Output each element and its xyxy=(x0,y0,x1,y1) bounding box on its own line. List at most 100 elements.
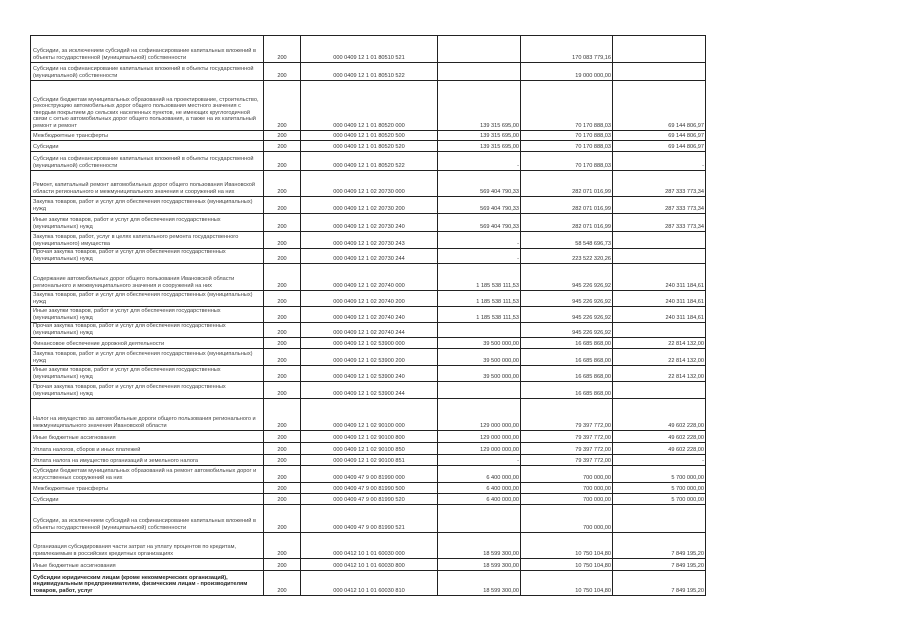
table-row: Иные закупки товаров, работ и услуг для … xyxy=(30,213,706,232)
row-budget-classification-code: 000 0409 12 1 02 20730 200 xyxy=(300,196,438,214)
row-description: Финансовое обеспечение дорожной деятельн… xyxy=(30,337,264,349)
table-row: Субсидии юридическим лицам (кроме некомм… xyxy=(30,570,706,596)
row-budget-classification-code: 000 0409 47 9 00 81990 500 xyxy=(300,482,438,494)
row-executed-amount: 223 522 320,26 xyxy=(520,248,613,264)
row-description: Закупка товаров, работ и услуг для обесп… xyxy=(30,348,264,366)
row-executed-amount: 79 397 772,00 xyxy=(520,398,613,431)
row-description: Прочая закупка товаров, работ и услуг дл… xyxy=(30,381,264,399)
row-approved-amount xyxy=(437,62,521,81)
row-executed-amount: 170 083 779,16 xyxy=(520,35,613,63)
row-unexecuted-amount: 69 144 806,97 xyxy=(612,80,706,131)
row-unexecuted-amount: 69 144 806,97 xyxy=(612,130,706,141)
table-row: Субсидии, за исключением субсидий на соф… xyxy=(30,504,706,533)
row-approved-amount: 18 599 300,00 xyxy=(437,532,521,559)
row-approved-amount: - xyxy=(437,248,521,264)
row-approved-amount: 39 500 000,00 xyxy=(437,337,521,349)
row-executed-amount: 58 548 696,73 xyxy=(520,231,613,249)
row-unexecuted-amount: 49 602 228,00 xyxy=(612,442,706,455)
table-body: Субсидии, за исключением субсидий на соф… xyxy=(30,35,706,596)
row-unexecuted-amount: 240 311 184,61 xyxy=(612,306,706,323)
row-unexecuted-amount: 7 849 195,20 xyxy=(612,558,706,571)
row-executed-amount: 16 685 868,00 xyxy=(520,348,613,366)
table-row: Иные закупки товаров, работ и услуг для … xyxy=(30,365,706,382)
row-description: Налог на имущество за автомобильные доро… xyxy=(30,398,264,431)
row-approved-amount: 129 000 000,00 xyxy=(437,430,521,443)
row-unexecuted-amount: 5 700 000,00 xyxy=(612,465,706,483)
row-executed-amount: 10 750 104,80 xyxy=(520,558,613,571)
row-unexecuted-amount xyxy=(612,231,706,249)
row-approved-amount: 18 599 300,00 xyxy=(437,570,521,596)
row-budget-classification-code: 000 0409 47 9 00 81990 520 xyxy=(300,493,438,505)
table-row: Межбюджетные трансферты 200 000 0409 12 1 … xyxy=(30,130,706,141)
row-approved-amount: 1 185 538 111,53 xyxy=(437,306,521,323)
row-budget-classification-code: 000 0409 12 1 02 90100 800 xyxy=(300,430,438,443)
table-row: Налог на имущество за автомобильные доро… xyxy=(30,398,706,431)
row-unexecuted-amount xyxy=(612,35,706,63)
row-code: 200 xyxy=(263,442,301,455)
table-row: Субсидии бюджетам муниципальных образова… xyxy=(30,465,706,483)
row-description: Закупка товаров, работ, услуг в целях ка… xyxy=(30,231,264,249)
row-approved-amount: 39 500 000,00 xyxy=(437,348,521,366)
row-budget-classification-code: 000 0412 10 1 01 60030 810 xyxy=(300,570,438,596)
row-executed-amount: 16 685 868,00 xyxy=(520,365,613,382)
table-row: Закупка товаров, работ и услуг для обесп… xyxy=(30,290,706,307)
row-code: 200 xyxy=(263,322,301,338)
row-approved-amount: 569 404 790,33 xyxy=(437,196,521,214)
row-description: Иные закупки товаров, работ и услуг для … xyxy=(30,306,264,323)
row-description: Прочая закупка товаров, работ и услуг дл… xyxy=(30,322,264,338)
row-approved-amount: - xyxy=(437,454,521,466)
row-unexecuted-amount xyxy=(612,504,706,533)
row-unexecuted-amount xyxy=(612,322,706,338)
row-executed-amount: 282 071 016,99 xyxy=(520,170,613,197)
table-row: Прочая закупка товаров, работ и услуг дл… xyxy=(30,248,706,264)
row-executed-amount: 945 226 926,92 xyxy=(520,263,613,291)
row-budget-classification-code: 000 0409 12 1 01 80510 521 xyxy=(300,35,438,63)
table-row: Уплата налогов, сборов и иных платежей 20… xyxy=(30,442,706,455)
row-executed-amount: 70 170 888,03 xyxy=(520,140,613,152)
row-unexecuted-amount: 287 333 773,34 xyxy=(612,213,706,232)
row-budget-classification-code: 000 0409 12 1 02 20740 200 xyxy=(300,290,438,307)
row-description: Субсидии на софинансирование капитальных… xyxy=(30,151,264,171)
row-code: 200 xyxy=(263,263,301,291)
row-budget-classification-code: 000 0409 12 1 02 20730 000 xyxy=(300,170,438,197)
row-approved-amount: 569 404 790,33 xyxy=(437,170,521,197)
row-executed-amount: 282 071 016,99 xyxy=(520,213,613,232)
row-code: 200 xyxy=(263,398,301,431)
row-approved-amount: 1 185 538 111,53 xyxy=(437,263,521,291)
table-row: Закупка товаров, работ, услуг в целях ка… xyxy=(30,231,706,249)
row-unexecuted-amount: 49 602 228,00 xyxy=(612,430,706,443)
table-row: Иные бюджетные ассигнования 200 000 0412 1… xyxy=(30,558,706,571)
row-description: Субсидии на софинансирование капитальных… xyxy=(30,62,264,81)
row-approved-amount: 6 400 000,00 xyxy=(437,465,521,483)
row-budget-classification-code: 000 0409 12 1 02 20740 000 xyxy=(300,263,438,291)
row-unexecuted-amount: 240 311 184,61 xyxy=(612,290,706,307)
row-code: 200 xyxy=(263,35,301,63)
row-budget-classification-code: 000 0409 12 1 02 20740 240 xyxy=(300,306,438,323)
row-description: Субсидии xyxy=(30,493,264,505)
row-budget-classification-code: 000 0409 12 1 02 53900 244 xyxy=(300,381,438,399)
row-description: Прочая закупка товаров, работ и услуг дл… xyxy=(30,248,264,264)
row-code: 200 xyxy=(263,80,301,131)
row-description: Межбюджетные трансферты xyxy=(30,130,264,141)
row-description: Ремонт, капитальный ремонт автомобильных… xyxy=(30,170,264,197)
row-executed-amount: 700 000,00 xyxy=(520,493,613,505)
row-budget-classification-code: 000 0409 12 1 02 20730 243 xyxy=(300,231,438,249)
row-approved-amount xyxy=(437,381,521,399)
row-code: 200 xyxy=(263,558,301,571)
row-budget-classification-code: 000 0409 47 9 00 81990 000 xyxy=(300,465,438,483)
row-unexecuted-amount: - xyxy=(612,454,706,466)
row-description: Закупка товаров, работ и услуг для обесп… xyxy=(30,290,264,307)
table-row: Закупка товаров, работ и услуг для обесп… xyxy=(30,348,706,366)
row-code: 200 xyxy=(263,570,301,596)
row-executed-amount: 19 000 000,00 xyxy=(520,62,613,81)
row-executed-amount: 282 071 016,99 xyxy=(520,196,613,214)
row-unexecuted-amount: 287 333 773,34 xyxy=(612,196,706,214)
row-unexecuted-amount: 7 849 195,20 xyxy=(612,570,706,596)
row-budget-classification-code: 000 0409 12 1 02 90100 851 xyxy=(300,454,438,466)
row-approved-amount xyxy=(437,504,521,533)
row-executed-amount: 945 226 926,92 xyxy=(520,322,613,338)
table-row: Субсидии 200 000 0409 47 9 00 81990 520 6 4… xyxy=(30,493,706,505)
row-executed-amount: 700 000,00 xyxy=(520,465,613,483)
table-row: Прочая закупка товаров, работ и услуг дл… xyxy=(30,381,706,399)
row-description: Субсидии xyxy=(30,140,264,152)
